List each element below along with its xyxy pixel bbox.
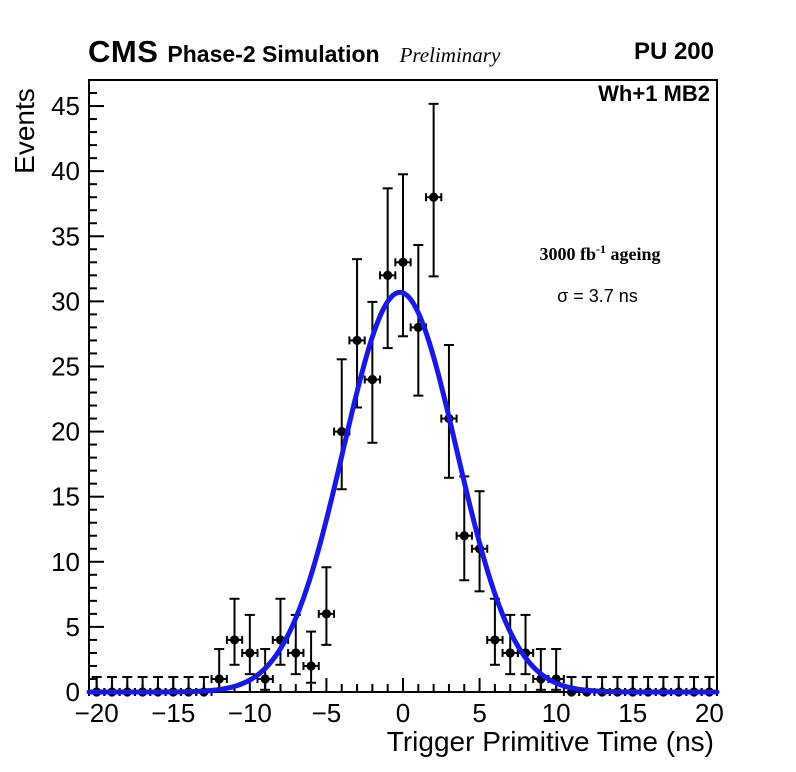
y-axis-title: Events xyxy=(9,88,40,174)
y-tick-label: 45 xyxy=(51,91,80,121)
y-tick-label: 40 xyxy=(51,156,80,186)
data-point-marker xyxy=(229,635,240,645)
y-tick-label: 35 xyxy=(51,221,80,251)
data-point-marker xyxy=(291,648,301,658)
header: CMS Phase-2 Simulation Preliminary xyxy=(88,34,500,70)
y-tick-label: 25 xyxy=(51,351,80,381)
x-tick-label: −10 xyxy=(228,698,272,728)
data-point-marker xyxy=(214,674,224,684)
data-point-marker xyxy=(352,335,362,346)
data-point-marker xyxy=(505,648,515,658)
x-tick-label: 0 xyxy=(396,698,410,728)
data-point-marker xyxy=(429,192,439,202)
experiment-logo: CMS xyxy=(88,34,159,69)
x-tick-label: −5 xyxy=(312,698,342,728)
y-tick-label: 30 xyxy=(51,286,80,316)
x-tick-label: 20 xyxy=(695,698,724,728)
region-label: Wh+1 MB2 xyxy=(598,81,710,106)
y-tick-label: 5 xyxy=(66,612,80,642)
x-tick-label: 15 xyxy=(618,698,647,728)
pileup-label: PU 200 xyxy=(633,38,714,65)
lumi-prefix: 3000 fb xyxy=(539,244,596,264)
data-point-marker xyxy=(398,257,408,267)
x-tick-label: 5 xyxy=(472,698,486,728)
lumi-ageing-label: 3000 fb-1 ageing xyxy=(500,242,700,265)
data-point-marker xyxy=(367,374,377,385)
x-tick-label: 10 xyxy=(542,698,571,728)
data-point-marker xyxy=(245,648,255,658)
gaussian-fit-curve xyxy=(86,289,720,695)
data-point-marker xyxy=(383,270,393,280)
y-tick-label: 10 xyxy=(51,547,80,577)
data-point-marker xyxy=(260,674,270,684)
data-point-marker xyxy=(413,322,423,333)
header-status: Preliminary xyxy=(399,43,501,67)
data-point-marker xyxy=(306,661,316,671)
sigma-label: σ = 3.7 ns xyxy=(557,286,638,306)
x-tick-label: −20 xyxy=(75,698,119,728)
data-point-marker xyxy=(490,635,500,645)
data-point-marker xyxy=(459,531,469,541)
y-tick-label: 15 xyxy=(51,482,80,512)
y-tick-label: 20 xyxy=(51,417,80,447)
x-axis-title: Trigger Primitive Time (ns) xyxy=(386,726,714,757)
plot-frame xyxy=(88,79,718,693)
header-label: Phase-2 Simulation xyxy=(167,41,380,67)
data-point-marker xyxy=(321,609,332,619)
y-tick-label: 0 xyxy=(66,677,80,707)
lumi-suffix: ageing xyxy=(606,244,661,264)
data-point-marker xyxy=(337,426,347,437)
lumi-superscript: -1 xyxy=(596,242,606,256)
x-tick-label: −15 xyxy=(151,698,195,728)
